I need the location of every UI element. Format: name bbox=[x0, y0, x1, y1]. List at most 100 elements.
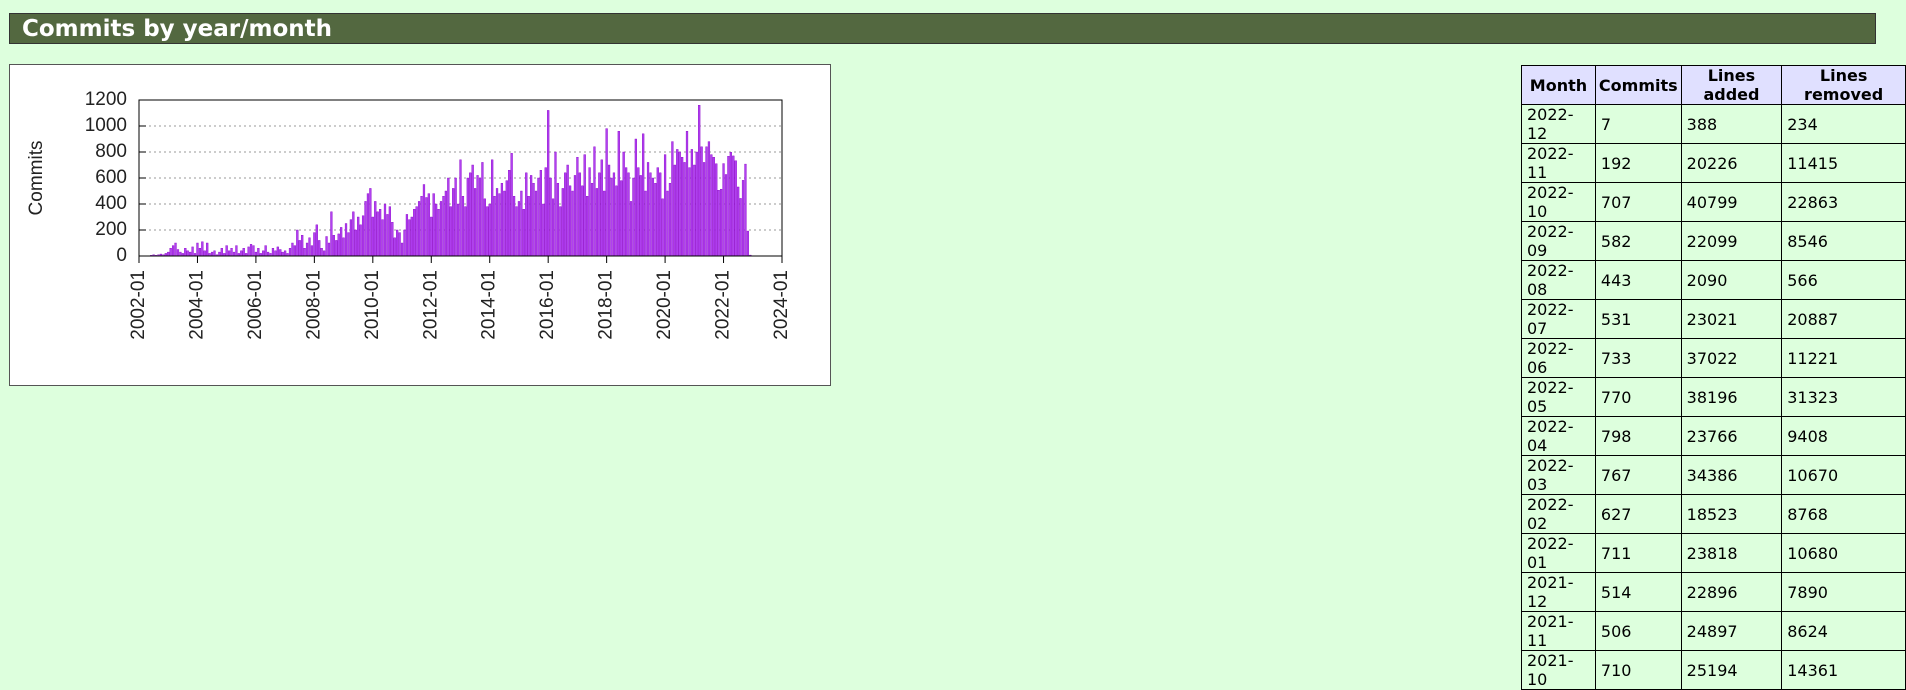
table-cell: 711 bbox=[1594, 533, 1682, 573]
bar bbox=[452, 188, 455, 257]
y-tick-label: 800 bbox=[95, 141, 127, 162]
table-row: 2022-05 770 38196 31323 bbox=[1521, 377, 1906, 417]
column-header: Lines added bbox=[1680, 65, 1783, 105]
bar bbox=[656, 167, 659, 257]
bar bbox=[176, 249, 180, 257]
bar bbox=[218, 251, 221, 257]
bar bbox=[673, 164, 676, 257]
bar bbox=[279, 249, 282, 257]
bar bbox=[337, 233, 340, 257]
table-cell: 2022-12 bbox=[1521, 104, 1596, 144]
table-cell: 770 bbox=[1594, 377, 1682, 417]
bar bbox=[247, 246, 250, 257]
bar bbox=[313, 232, 316, 257]
table-cell: 2022-03 bbox=[1521, 455, 1596, 495]
bar bbox=[447, 177, 450, 257]
bar bbox=[288, 247, 292, 257]
bar bbox=[685, 130, 689, 257]
x-tick-label: 2004-01 bbox=[186, 270, 207, 340]
bar bbox=[342, 237, 345, 257]
bar bbox=[615, 185, 618, 257]
bar bbox=[603, 190, 606, 257]
table-cell: 23818 bbox=[1680, 533, 1783, 573]
table-row: 2022-01 711 23818 10680 bbox=[1521, 533, 1906, 573]
bar bbox=[396, 229, 399, 257]
bar bbox=[281, 251, 284, 257]
bar bbox=[242, 247, 245, 257]
bar bbox=[695, 151, 698, 257]
bar bbox=[693, 164, 696, 257]
bar bbox=[593, 146, 596, 257]
bar bbox=[500, 182, 504, 257]
x-tick-label: 2016-01 bbox=[537, 270, 558, 340]
bar bbox=[383, 203, 387, 257]
bar bbox=[715, 163, 718, 257]
bar bbox=[169, 247, 172, 257]
table-cell: 2022-07 bbox=[1521, 299, 1596, 339]
bar bbox=[284, 250, 287, 257]
table-cell: 514 bbox=[1594, 572, 1682, 612]
table-cell: 10680 bbox=[1781, 533, 1906, 573]
bar bbox=[335, 240, 338, 257]
bar bbox=[417, 201, 421, 257]
table-cell: 2022-04 bbox=[1521, 416, 1596, 456]
bar bbox=[576, 156, 579, 257]
bar bbox=[729, 152, 732, 257]
page: Commits by year/month Commits 0 200 400 600… bbox=[9, 13, 1906, 690]
bar bbox=[461, 195, 465, 257]
table-cell: 2022-10 bbox=[1521, 182, 1596, 222]
bar bbox=[590, 182, 594, 257]
table-row: 2022-12 7 388 234 bbox=[1521, 104, 1906, 144]
bar bbox=[252, 245, 255, 257]
table-cell: 2022-11 bbox=[1521, 143, 1596, 183]
table-cell: 798 bbox=[1594, 416, 1682, 456]
table-cell: 2021-10 bbox=[1521, 650, 1596, 690]
bar bbox=[661, 198, 664, 257]
bar bbox=[663, 154, 667, 257]
bar bbox=[254, 251, 258, 257]
bar bbox=[668, 182, 672, 257]
bar bbox=[271, 247, 275, 257]
bar bbox=[291, 242, 294, 257]
bar bbox=[571, 190, 574, 257]
bar bbox=[700, 146, 703, 257]
bar bbox=[568, 185, 572, 257]
bar bbox=[559, 206, 562, 257]
y-tick-label: 0 bbox=[116, 245, 127, 266]
bar bbox=[427, 193, 430, 257]
y-tick-label: 400 bbox=[95, 193, 127, 214]
chart-box: Commits 0 200 400 600 800 1000 1200 2002-01 2004… bbox=[9, 64, 831, 386]
bar bbox=[425, 197, 428, 257]
table-cell: 23766 bbox=[1680, 416, 1783, 456]
y-tick-label: 1200 bbox=[85, 89, 127, 110]
bar bbox=[466, 177, 469, 257]
bar bbox=[257, 247, 260, 257]
bar bbox=[605, 128, 608, 257]
bar bbox=[683, 162, 686, 257]
chart: Commits 0 200 400 600 800 1000 1200 2002-01 2004… bbox=[26, 89, 792, 340]
bar bbox=[741, 180, 745, 257]
bar bbox=[498, 193, 501, 257]
bar bbox=[340, 227, 343, 257]
bar bbox=[303, 247, 306, 257]
table-cell: 2090 bbox=[1680, 260, 1783, 300]
bar bbox=[510, 153, 513, 257]
x-tick-label: 2010-01 bbox=[362, 270, 383, 340]
bar bbox=[578, 172, 581, 257]
table-cell: 582 bbox=[1594, 221, 1682, 261]
table-cell: 710 bbox=[1594, 650, 1682, 690]
table-row: 2022-03 767 34386 10670 bbox=[1521, 455, 1906, 495]
bar bbox=[320, 247, 323, 257]
bar bbox=[435, 203, 438, 257]
table-row: 2022-08 443 2090 566 bbox=[1521, 260, 1906, 300]
bar bbox=[186, 250, 189, 257]
bar bbox=[534, 190, 538, 257]
bar bbox=[444, 190, 447, 257]
table-cell: 8768 bbox=[1781, 494, 1906, 534]
x-tick-label: 2012-01 bbox=[420, 270, 441, 340]
bar bbox=[293, 245, 296, 257]
bar bbox=[676, 149, 679, 257]
bar bbox=[213, 250, 216, 257]
column-header: Month bbox=[1521, 65, 1596, 105]
table-row: 2022-10 707 40799 22863 bbox=[1521, 182, 1906, 222]
